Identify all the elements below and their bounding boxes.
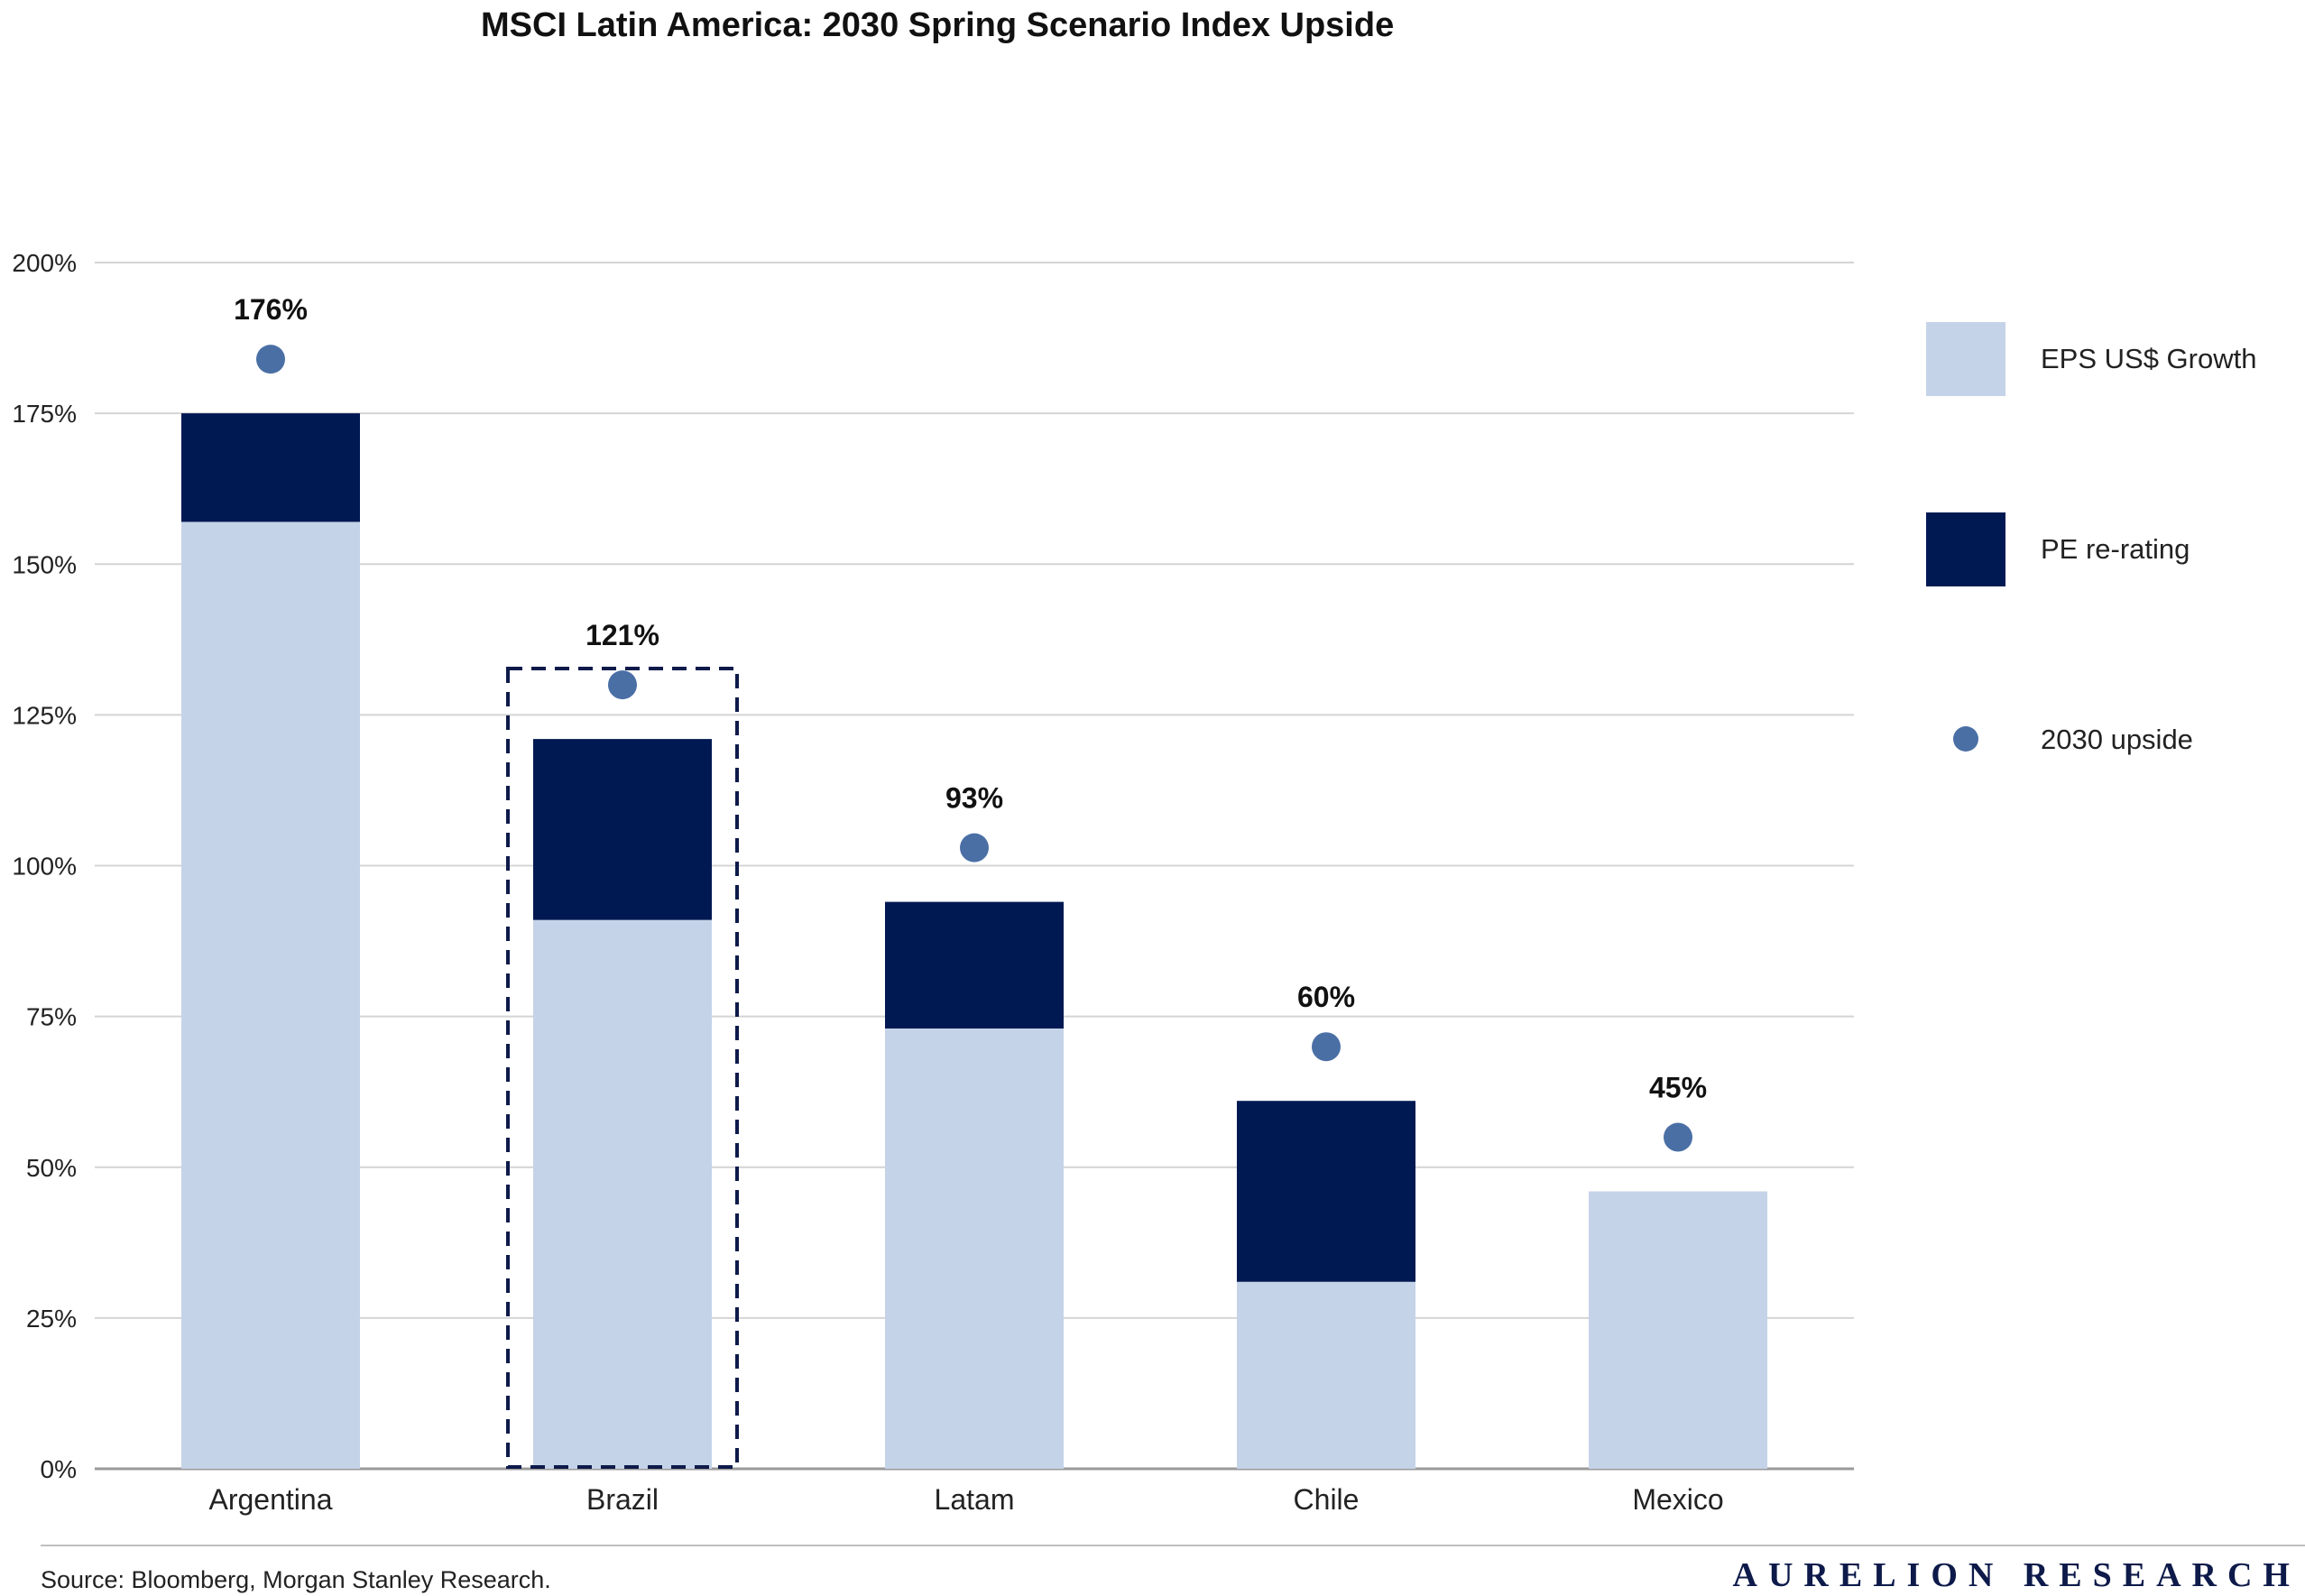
upside-point (256, 345, 285, 374)
data-label: 121% (585, 619, 659, 651)
legend-swatch (1926, 512, 2005, 586)
legend-swatch (1953, 726, 1978, 752)
gridlines (95, 262, 1854, 1471)
legend-swatch (1926, 322, 2005, 396)
x-category-label: Latam (935, 1483, 1015, 1516)
data-label: 60% (1297, 981, 1355, 1013)
brand-logo: AURELION RESEARCH (1733, 1556, 2300, 1594)
legend-label: 2030 upside (2041, 724, 2193, 755)
bar-eps-growth (1237, 1281, 1415, 1469)
data-labels: 176% 121% 93% 60% 45% (234, 293, 1707, 1103)
bar-pe-rerating (1237, 1101, 1415, 1282)
x-category-label: Mexico (1632, 1483, 1723, 1516)
legend: EPS US$ Growth PE re-rating 2030 upside (1926, 322, 2256, 755)
x-category-label: Brazil (586, 1483, 659, 1516)
y-tick-label: 100% (12, 853, 77, 881)
upside-point (608, 670, 637, 700)
bar-pe-rerating (181, 413, 360, 522)
upside-point (1664, 1122, 1692, 1152)
bar-eps-growth (885, 1028, 1064, 1469)
legend-label: EPS US$ Growth (2041, 343, 2256, 374)
y-tick-label: 200% (12, 249, 77, 277)
data-label: 176% (234, 293, 308, 326)
y-tick-label: 175% (12, 400, 77, 428)
x-axis: Argentina Brazil Latam Chile Mexico (209, 1483, 1724, 1516)
y-tick-label: 0% (41, 1455, 77, 1483)
y-tick-label: 25% (26, 1305, 77, 1333)
upside-point (1312, 1032, 1341, 1062)
y-axis: 0% 25% 50% 75% 100% 125% 150% 175% 200% (12, 249, 77, 1483)
data-label: 93% (945, 782, 1003, 815)
chart-title: MSCI Latin America: 2030 Spring Scenario… (481, 6, 1394, 44)
bar-eps-growth (181, 521, 360, 1469)
bars (181, 413, 1767, 1469)
bar-pe-rerating (885, 901, 1064, 1029)
y-tick-label: 50% (26, 1154, 77, 1182)
y-tick-label: 75% (26, 1003, 77, 1031)
source-note: Source: Bloomberg, Morgan Stanley Resear… (41, 1566, 551, 1593)
highlight-box (506, 667, 739, 1469)
bar-eps-growth (533, 919, 712, 1469)
y-tick-label: 150% (12, 550, 77, 578)
y-tick-label: 125% (12, 701, 77, 729)
data-label: 45% (1649, 1071, 1707, 1103)
legend-label: PE re-rating (2041, 533, 2190, 565)
points (256, 345, 1692, 1152)
bar-eps-growth (1589, 1191, 1767, 1469)
upside-point (960, 833, 989, 863)
x-category-label: Chile (1294, 1483, 1360, 1516)
x-category-label: Argentina (209, 1483, 333, 1516)
bar-pe-rerating (533, 739, 712, 920)
